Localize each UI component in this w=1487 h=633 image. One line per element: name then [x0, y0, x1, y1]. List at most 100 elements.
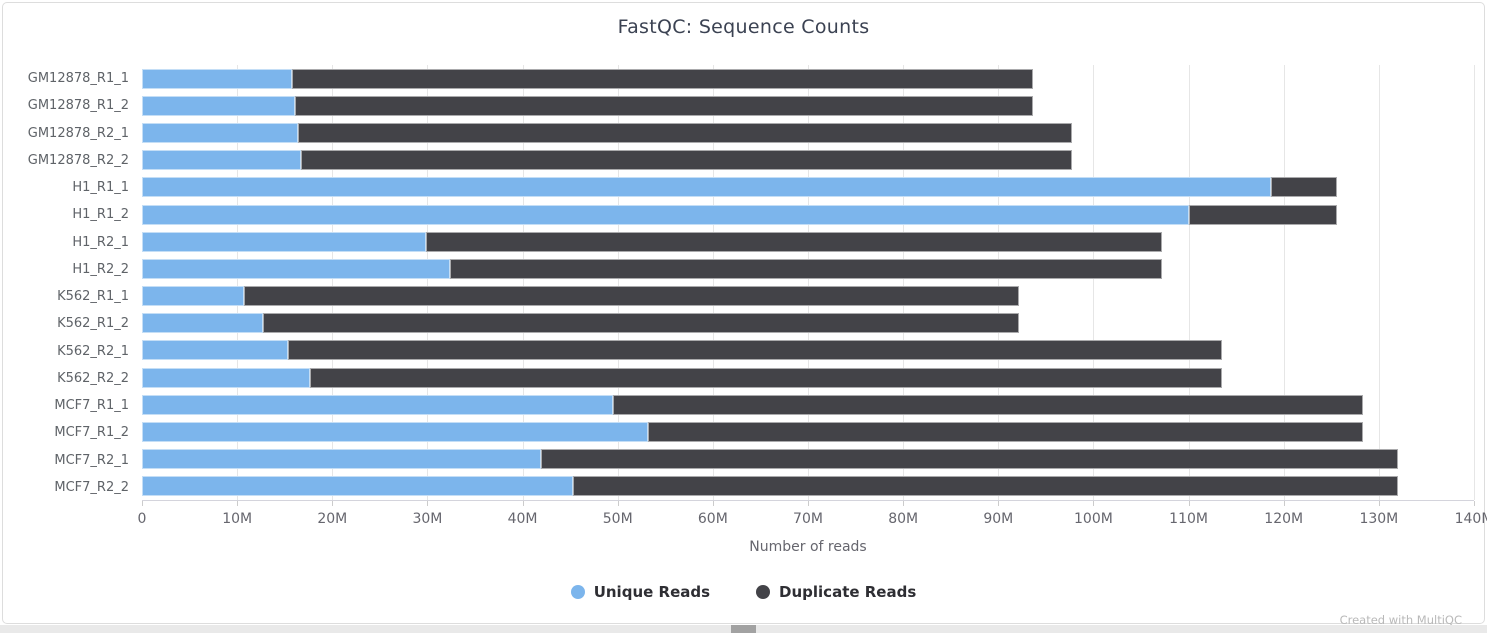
x-axis-tick-label: 120M: [1264, 511, 1304, 527]
gridline: [998, 65, 1000, 500]
stacked-bar: [142, 449, 1398, 470]
y-axis-label: MCF7_R2_2: [54, 479, 129, 495]
stacked-bar: [142, 150, 1072, 171]
x-axis-tick-label: 90M: [983, 511, 1014, 527]
unique-reads-segment[interactable]: [142, 422, 649, 443]
gridline: [332, 65, 334, 500]
duplicate-reads-segment[interactable]: [540, 449, 1398, 470]
gridline: [1093, 65, 1095, 500]
gridline: [1474, 65, 1475, 500]
unique-reads-segment[interactable]: [142, 313, 263, 334]
duplicate-reads-segment[interactable]: [425, 231, 1162, 252]
stacked-bar: [142, 122, 1072, 143]
x-axis-tick: [903, 501, 905, 506]
gridline: [1188, 65, 1190, 500]
bar-row: [142, 65, 1474, 92]
stacked-bar: [142, 258, 1162, 279]
legend-label: Duplicate Reads: [779, 583, 917, 601]
unique-reads-segment[interactable]: [142, 476, 573, 497]
y-axis-label: GM12878_R1_1: [27, 71, 129, 87]
x-axis-tick: [617, 501, 619, 506]
x-axis-tick-label: 80M: [888, 511, 919, 527]
x-axis-title: Number of reads: [749, 539, 867, 555]
x-axis-tick: [1283, 501, 1285, 506]
unique-reads-segment[interactable]: [142, 340, 288, 361]
unique-reads-segment[interactable]: [142, 394, 613, 415]
gridline: [712, 65, 714, 500]
unique-reads-segment[interactable]: [142, 150, 301, 171]
y-axis-label: H1_R2_1: [72, 234, 129, 250]
stacked-bar: [142, 313, 1020, 334]
y-axis-label: H1_R1_2: [72, 207, 129, 223]
y-axis-label: K562_R1_2: [57, 316, 129, 332]
duplicate-reads-segment[interactable]: [1188, 204, 1337, 225]
unique-reads-segment[interactable]: [142, 68, 293, 89]
unique-reads-segment[interactable]: [142, 177, 1272, 198]
duplicate-reads-segment[interactable]: [287, 340, 1222, 361]
x-axis-tick-label: 40M: [507, 511, 538, 527]
bar-row: [142, 283, 1474, 310]
bar-rows: [142, 65, 1474, 500]
legend-marker-icon: [756, 585, 771, 599]
gridline: [237, 65, 239, 500]
multiqc-credit: Created with MultiQC: [1339, 613, 1462, 627]
gridline: [1378, 65, 1380, 500]
x-axis-tickmarks: [142, 501, 1475, 507]
bar-row: [142, 310, 1474, 337]
duplicate-reads-segment[interactable]: [572, 476, 1398, 497]
unique-reads-segment[interactable]: [142, 258, 451, 279]
y-axis-label: H1_R2_2: [72, 261, 129, 277]
duplicate-reads-segment[interactable]: [648, 422, 1363, 443]
y-axis-label: MCF7_R1_1: [54, 398, 129, 414]
bar-row: [142, 364, 1474, 391]
legend-label: Unique Reads: [593, 583, 711, 601]
legend-marker-icon: [570, 585, 585, 599]
y-axis-label: GM12878_R2_2: [27, 152, 129, 168]
x-axis-tick-label: 100M: [1074, 511, 1113, 527]
duplicate-reads-segment[interactable]: [450, 258, 1162, 279]
duplicate-reads-segment[interactable]: [300, 150, 1072, 171]
horizontal-scrollbar[interactable]: [0, 625, 1487, 633]
duplicate-reads-segment[interactable]: [612, 394, 1363, 415]
duplicate-reads-segment[interactable]: [295, 95, 1033, 116]
unique-reads-segment[interactable]: [142, 95, 296, 116]
stacked-bar: [142, 68, 1033, 89]
x-axis-tick: [712, 501, 714, 506]
bar-row: [142, 147, 1474, 174]
x-axis-tick-label: 0: [137, 511, 147, 527]
y-axis-label: K562_R2_1: [57, 343, 129, 359]
gridline: [903, 65, 905, 500]
duplicate-reads-segment[interactable]: [262, 313, 1020, 334]
legend-item-duplicate-reads[interactable]: Duplicate Reads: [756, 583, 916, 601]
unique-reads-segment[interactable]: [142, 449, 541, 470]
legend-item-unique-reads[interactable]: Unique Reads: [570, 583, 711, 601]
unique-reads-segment[interactable]: [142, 122, 299, 143]
x-axis-tick-label: 130M: [1359, 511, 1399, 527]
y-axis-label: H1_R1_1: [72, 180, 129, 196]
unique-reads-segment[interactable]: [142, 204, 1189, 225]
duplicate-reads-segment[interactable]: [243, 286, 1020, 307]
x-axis-tick: [237, 501, 239, 506]
x-axis-tick-label: 10M: [222, 511, 253, 527]
duplicate-reads-segment[interactable]: [298, 122, 1072, 143]
x-axis-tick: [1474, 501, 1475, 506]
stacked-bar: [142, 422, 1363, 443]
duplicate-reads-segment[interactable]: [292, 68, 1033, 89]
x-axis-tick-label: 110M: [1169, 511, 1208, 527]
duplicate-reads-segment[interactable]: [310, 367, 1222, 388]
stacked-bar: [142, 394, 1363, 415]
bar-row: [142, 255, 1474, 282]
horizontal-scrollbar-thumb[interactable]: [731, 625, 756, 633]
stacked-bar: [142, 340, 1222, 361]
bar-row: [142, 473, 1474, 500]
x-axis-tick: [1188, 501, 1190, 506]
x-axis-tick-label: 70M: [793, 511, 823, 527]
unique-reads-segment[interactable]: [142, 286, 244, 307]
bar-row: [142, 174, 1474, 201]
duplicate-reads-segment[interactable]: [1271, 177, 1337, 198]
unique-reads-segment[interactable]: [142, 367, 311, 388]
x-axis-tick-label: 140M: [1454, 511, 1487, 527]
unique-reads-segment[interactable]: [142, 231, 426, 252]
y-axis-label: GM12878_R2_1: [27, 125, 129, 141]
y-axis-label: K562_R2_2: [57, 370, 129, 386]
